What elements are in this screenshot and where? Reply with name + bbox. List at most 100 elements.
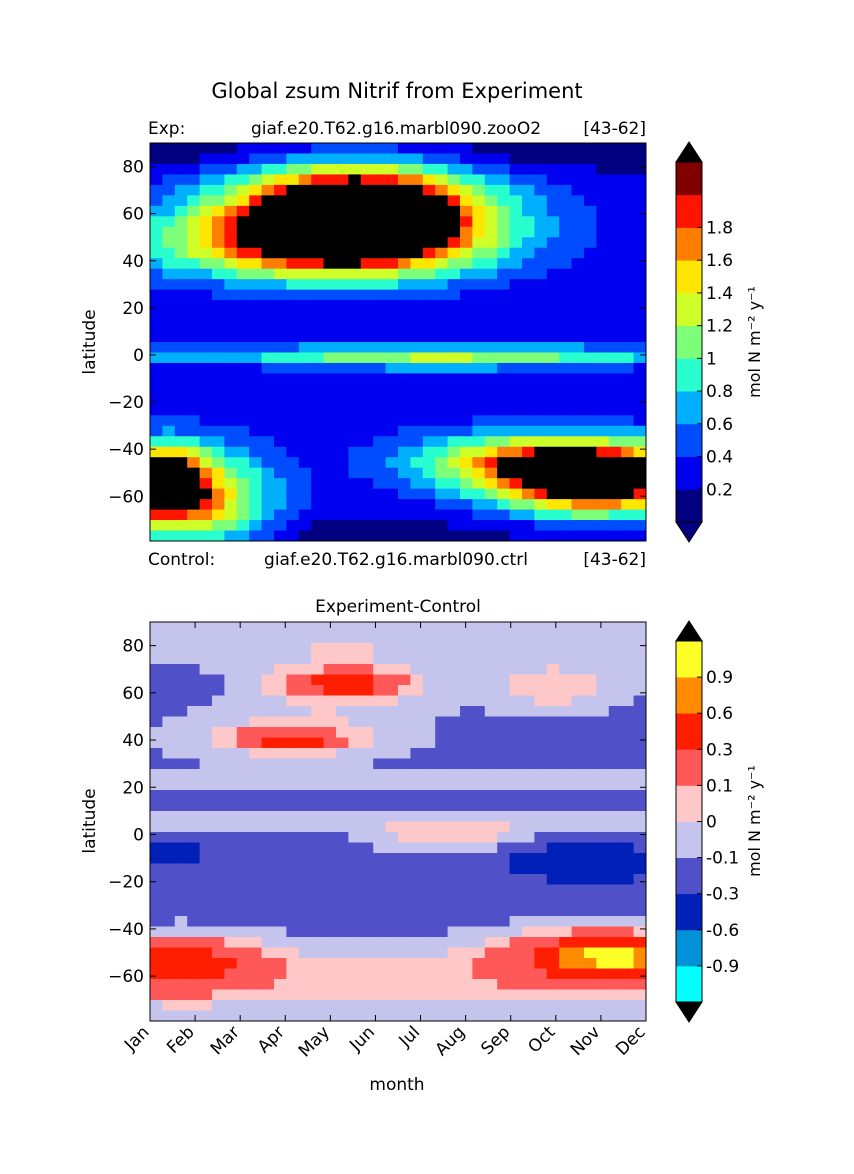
- experiment-field-cell: [385, 184, 399, 196]
- experiment-field-cell: [571, 184, 585, 196]
- difference-field-cell: [348, 769, 362, 781]
- difference-field-cell: [422, 926, 436, 938]
- experiment-field-cell: [174, 153, 188, 165]
- experiment-field-cell: [497, 394, 511, 406]
- difference-field-cell: [249, 790, 263, 802]
- difference-field-cell: [261, 685, 275, 697]
- experiment-field-cell: [224, 247, 238, 259]
- difference-field-cell: [298, 1010, 312, 1021]
- experiment-field-cell: [236, 268, 250, 280]
- difference-field-cell: [298, 979, 312, 991]
- difference-field-cell: [559, 769, 573, 781]
- difference-field-cell: [162, 874, 176, 886]
- difference-field-cell: [336, 674, 349, 686]
- difference-field-cell: [410, 832, 424, 844]
- experiment-field-cell: [298, 436, 312, 448]
- experiment-field-cell: [249, 467, 263, 479]
- experiment-field-cell: [410, 163, 424, 176]
- experiment-field-cell: [584, 174, 597, 186]
- difference-field-cell: [236, 1010, 250, 1021]
- difference-colorbar-tick-label: -0.1: [706, 849, 739, 869]
- experiment-field-cell: [596, 394, 610, 406]
- experiment-field-cell: [236, 195, 250, 207]
- difference-field-cell: [559, 937, 573, 949]
- difference-plot-frame: [149, 621, 647, 1022]
- experiment-field-cell: [274, 530, 287, 541]
- experiment-field-cell: [534, 247, 548, 259]
- experiment-field-cell: [385, 457, 399, 469]
- difference-field-cell: [447, 811, 461, 823]
- experiment-field-cell: [286, 446, 300, 458]
- difference-field-cell: [199, 979, 213, 991]
- difference-field-cell: [187, 905, 201, 917]
- experiment-field-cell: [472, 279, 486, 291]
- difference-field-cell: [298, 769, 312, 781]
- difference-field-cell: [472, 769, 486, 781]
- difference-field-cell: [621, 1000, 635, 1012]
- difference-field-cell: [509, 632, 523, 644]
- experiment-field-cell: [460, 383, 473, 395]
- experiment-field-cell: [422, 268, 436, 280]
- experiment-field-cell: [484, 362, 498, 375]
- experiment-field-cell: [633, 425, 646, 437]
- difference-field-cell: [311, 695, 325, 707]
- difference-field-cell: [249, 811, 263, 823]
- experiment-field-cell: [534, 300, 548, 312]
- difference-field-cell: [497, 926, 511, 938]
- experiment-field-cell: [373, 205, 387, 217]
- experiment-field-cell: [546, 331, 560, 343]
- difference-field-cell: [497, 968, 511, 980]
- difference-field-cell: [360, 748, 374, 760]
- experiment-field-cell: [522, 457, 535, 469]
- difference-field-cell: [224, 979, 238, 991]
- difference-field-cell: [224, 937, 238, 949]
- difference-field-cell: [236, 643, 250, 655]
- experiment-field-cell: [484, 310, 498, 322]
- difference-field-cell: [584, 674, 597, 686]
- difference-field-cell: [497, 748, 511, 760]
- difference-field-cell: [274, 1000, 287, 1012]
- difference-field-cell: [509, 979, 523, 991]
- difference-field-cell: [608, 800, 622, 812]
- experiment-field-cell: [410, 279, 424, 291]
- difference-field-cell: [633, 842, 646, 854]
- difference-field-cell: [472, 622, 486, 634]
- experiment-field-cell: [174, 499, 188, 511]
- difference-field-cell: [584, 622, 597, 634]
- experiment-field-cell: [286, 195, 300, 207]
- experiment-field-cell: [249, 457, 263, 469]
- difference-field-cell: [348, 811, 362, 823]
- experiment-field-cell: [162, 530, 176, 541]
- difference-field-cell: [410, 968, 424, 980]
- experiment-field-cell: [472, 457, 486, 469]
- difference-field-cell: [286, 821, 300, 833]
- difference-field-cell: [224, 790, 238, 802]
- difference-field-cell: [323, 653, 337, 665]
- difference-field-cell: [249, 884, 263, 896]
- experiment-field-cell: [509, 488, 523, 500]
- difference-field-cell: [460, 832, 473, 844]
- difference-field-cell: [596, 811, 610, 823]
- difference-field-cell: [497, 1010, 511, 1021]
- experiment-field-cell: [621, 321, 635, 333]
- experiment-colorbar-label: mol N m⁻² y⁻¹: [745, 286, 764, 398]
- experiment-field-cell: [584, 153, 597, 165]
- difference-field-cell: [633, 958, 646, 970]
- experiment-field-cell: [274, 352, 287, 364]
- experiment-field-cell: [596, 258, 610, 270]
- difference-field-cell: [336, 779, 349, 791]
- experiment-field-cell: [571, 457, 585, 469]
- difference-field-cell: [298, 695, 312, 707]
- experiment-field-cell: [435, 237, 449, 249]
- difference-field-cell: [323, 968, 337, 980]
- difference-field-cell: [212, 895, 225, 907]
- difference-field-cell: [224, 685, 238, 697]
- experiment-field-cell: [348, 226, 362, 238]
- exp-case: giaf.e20.T62.g16.marbl090.zooO2: [251, 119, 541, 139]
- difference-field-cell: [559, 958, 573, 970]
- difference-field-cell: [385, 706, 399, 718]
- difference-field-cell: [447, 979, 461, 991]
- difference-field-cell: [584, 968, 597, 980]
- experiment-field-cell: [534, 362, 548, 375]
- difference-field-cell: [621, 863, 635, 875]
